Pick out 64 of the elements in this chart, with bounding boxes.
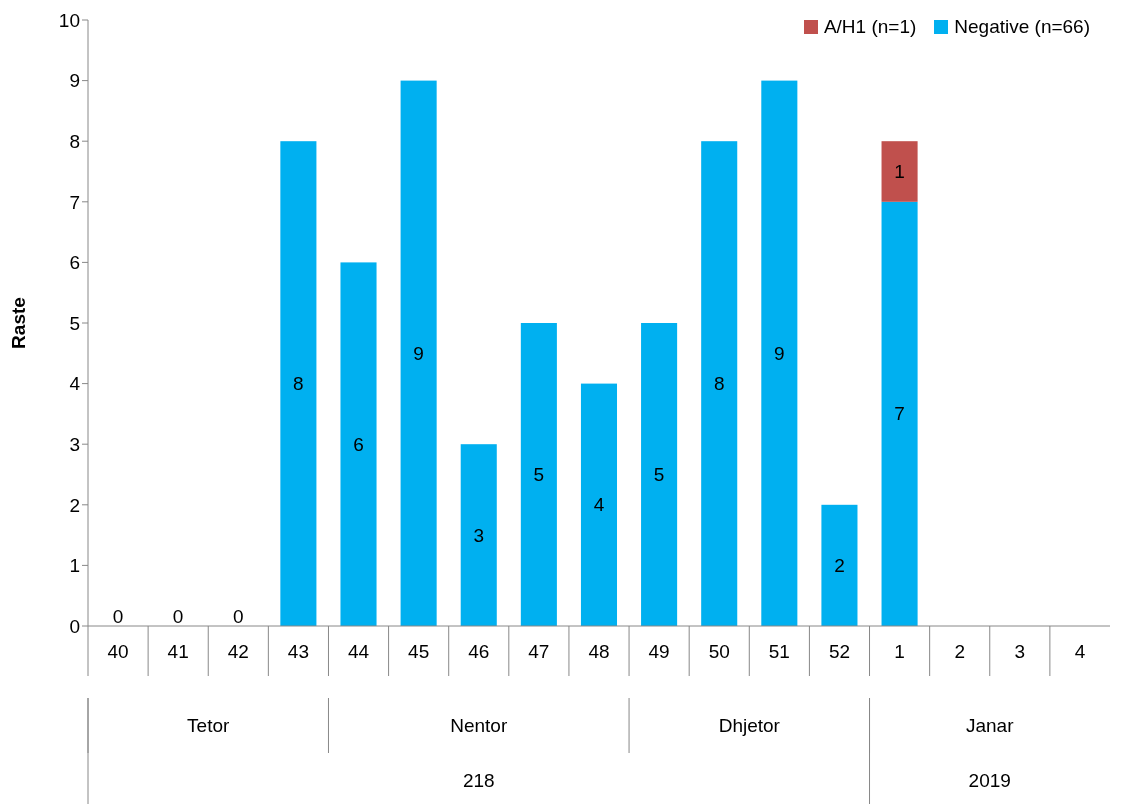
bar	[340, 262, 377, 626]
bar	[580, 383, 618, 626]
text: Janar	[966, 715, 1015, 736]
x-tick-label: 50	[708, 640, 730, 662]
y-tick-label: 8	[69, 130, 80, 152]
data-label: 4	[593, 494, 605, 516]
data-label: 7	[894, 403, 905, 425]
y-tick-label: 1	[69, 555, 80, 577]
y-tick-label: 6	[69, 252, 80, 274]
x-tick-label: 2	[954, 640, 965, 662]
x-tick-label: 3	[1014, 640, 1026, 662]
y-axis-title: Raste	[7, 297, 29, 349]
y-tick-label: 3	[69, 433, 80, 455]
y-tick-label: 2	[69, 494, 80, 516]
legend-label: Negative (n=66)	[954, 16, 1090, 38]
data-label: 0	[112, 605, 124, 627]
data-label: 8	[293, 373, 304, 395]
y-tick-label: 5	[69, 312, 80, 334]
y-tick-label: 4	[69, 373, 81, 395]
text: Nentor	[450, 715, 508, 736]
bar	[881, 201, 918, 626]
x-tick-label: 48	[588, 640, 610, 662]
data-label: 3	[473, 524, 485, 546]
x-tick-label: 42	[227, 640, 249, 662]
x-tick-label: 46	[468, 640, 490, 662]
data-label: 6	[353, 433, 364, 455]
y-tick-label: 9	[69, 70, 80, 92]
x-tick-label: 49	[648, 640, 670, 662]
data-label: 9	[413, 342, 424, 364]
text: 2019	[968, 770, 1011, 791]
data-label: 8	[713, 373, 725, 395]
x-tick-label: 43	[287, 640, 309, 662]
legend-label: A/H1 (n=1)	[823, 16, 917, 38]
data-label: 5	[653, 464, 665, 485]
data-label: 9	[774, 342, 785, 364]
y-tick-label: 10	[58, 9, 80, 31]
data-label: 1	[894, 161, 905, 182]
y-tick-label: 7	[69, 191, 80, 213]
bar	[280, 141, 317, 626]
y-tick-label: 0	[69, 615, 80, 637]
bar	[761, 80, 798, 626]
x-tick-label: 44	[347, 640, 370, 662]
bar	[881, 141, 918, 202]
bar	[821, 504, 858, 626]
data-label: 0	[232, 605, 244, 627]
x-tick-label: 45	[408, 640, 430, 662]
bar	[460, 444, 497, 626]
x-tick-label: 1	[894, 640, 905, 662]
x-tick-label: 51	[768, 640, 790, 662]
data-label: 0	[172, 605, 184, 627]
data-label: 5	[533, 464, 545, 485]
x-tick-label: 40	[107, 640, 129, 662]
x-tick-label: 4	[1074, 640, 1086, 662]
bar	[641, 323, 678, 626]
x-tick-label: 52	[828, 640, 851, 662]
data-label: 2	[834, 554, 845, 576]
text: 218	[462, 770, 495, 791]
bar	[400, 80, 437, 626]
bar	[520, 323, 557, 626]
x-tick-label: 41	[167, 640, 189, 662]
x-tick-label: 47	[528, 640, 550, 662]
text: Tetor	[187, 715, 231, 736]
bar	[701, 141, 738, 626]
text: Dhjetor	[718, 715, 781, 736]
